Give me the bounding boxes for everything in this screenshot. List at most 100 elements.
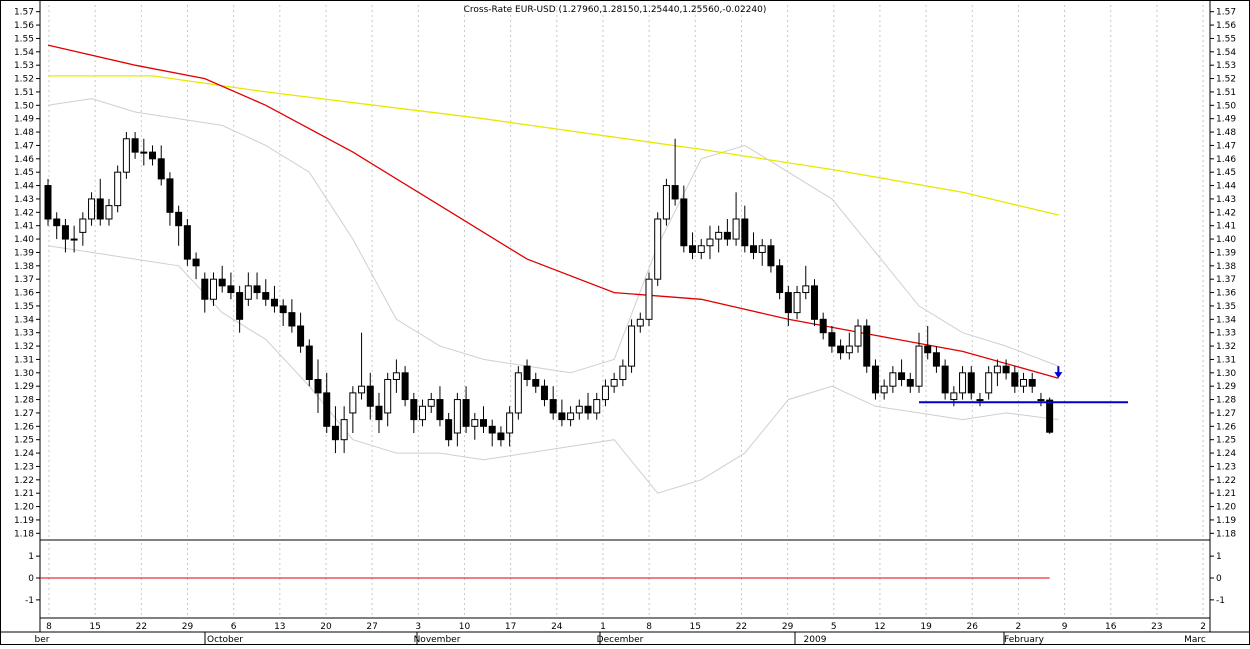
- bollinger-lower-line: [47, 245, 1059, 494]
- candle-body: [567, 412, 575, 421]
- candle-body: [932, 352, 940, 367]
- y-tick-label-right: 1.54: [1216, 48, 1236, 58]
- candle-body: [750, 245, 758, 253]
- y-tick-label-left: 1.39: [14, 248, 34, 258]
- signal-arrow-head: [1054, 372, 1063, 379]
- x-day-tick-label: 20: [320, 622, 332, 632]
- y-tick-label-right: 1.36: [1216, 289, 1236, 299]
- candle-body: [114, 171, 122, 207]
- candle-body: [175, 211, 183, 227]
- y-tick-label-left: 1.52: [14, 75, 34, 85]
- y-tick-label-left: 1.44: [14, 182, 34, 192]
- x-day-tick-label: 17: [505, 622, 516, 632]
- candle-body: [122, 138, 130, 173]
- candle-body: [654, 218, 662, 280]
- x-month-label: February: [1004, 635, 1045, 645]
- x-month-label: November: [414, 635, 461, 645]
- candle-body: [323, 392, 331, 427]
- candle-body: [680, 198, 688, 247]
- y-tick-label-right: 1.51: [1216, 88, 1236, 98]
- y-tick-label-left: 1.50: [14, 101, 34, 111]
- candle-body: [340, 419, 348, 441]
- candle-body: [96, 198, 104, 220]
- y-tick-label-right: 1.56: [1216, 21, 1236, 31]
- y-tick-label-right: 1.25: [1216, 436, 1236, 446]
- y-tick-label-left: 1.51: [14, 88, 34, 98]
- y-tick-label-right: 1.23: [1216, 462, 1236, 472]
- candle-body: [427, 399, 435, 407]
- candle-body: [70, 238, 78, 241]
- y-tick-label-left: 1.18: [14, 529, 34, 539]
- candle-body: [497, 432, 505, 441]
- x-day-tick-label: 10: [459, 622, 471, 632]
- indicator-tick-label-left: 0: [28, 574, 34, 584]
- y-tick-label-left: 1.53: [14, 61, 34, 71]
- y-tick-label-left: 1.36: [14, 289, 34, 299]
- y-tick-label-right: 1.18: [1216, 529, 1236, 539]
- candle-body: [819, 318, 827, 334]
- x-day-tick-label: 15: [89, 622, 100, 632]
- candle-body: [384, 379, 392, 414]
- x-day-tick-label: 3: [415, 622, 421, 632]
- candle-body: [105, 205, 113, 220]
- candle-body: [1037, 399, 1045, 402]
- y-tick-label-right: 1.52: [1216, 75, 1236, 85]
- candle-body: [784, 292, 792, 314]
- candle-body: [880, 385, 888, 394]
- candle-body: [941, 365, 949, 394]
- x-day-tick-label: 15: [690, 622, 701, 632]
- y-tick-label-left: 1.41: [14, 222, 34, 232]
- y-tick-label-left: 1.54: [14, 48, 34, 58]
- candle-body: [244, 285, 252, 300]
- candle-body: [279, 305, 287, 314]
- indicator-tick-label-right: 0: [1216, 574, 1222, 584]
- x-day-tick-label: 23: [1151, 622, 1162, 632]
- candle-body: [480, 419, 487, 427]
- candle-body: [575, 405, 583, 414]
- y-tick-label-right: 1.40: [1216, 235, 1236, 245]
- x-day-tick-label: 27: [366, 622, 377, 632]
- x-month-label: 2009: [804, 635, 827, 645]
- candle-body: [79, 218, 87, 233]
- candle-body: [201, 278, 209, 300]
- candle-body: [628, 325, 636, 367]
- candle-body: [645, 278, 653, 320]
- candle-body: [767, 245, 775, 267]
- indicator-tick-label-right: 1: [1216, 552, 1222, 562]
- y-tick-label-right: 1.44: [1216, 182, 1236, 192]
- candle-body: [924, 345, 932, 354]
- y-tick-label-right: 1.30: [1216, 369, 1236, 379]
- indicator-tick-label-left: 1: [28, 552, 34, 562]
- y-tick-label-right: 1.28: [1216, 396, 1236, 406]
- y-tick-label-right: 1.27: [1216, 409, 1236, 419]
- y-tick-label-right: 1.21: [1216, 489, 1236, 499]
- y-tick-label-left: 1.46: [14, 155, 34, 165]
- x-day-tick-label: 16: [1105, 622, 1117, 632]
- y-tick-label-left: 1.57: [14, 8, 34, 18]
- y-tick-label-right: 1.26: [1216, 422, 1236, 432]
- candle-body: [802, 285, 810, 294]
- x-day-tick-label: 22: [736, 622, 747, 632]
- candle-body: [976, 399, 984, 402]
- y-tick-label-left: 1.35: [14, 302, 34, 312]
- candle-body: [410, 399, 418, 421]
- candle-body: [157, 158, 165, 180]
- candle-body: [558, 412, 566, 421]
- candle-body: [192, 258, 200, 267]
- x-day-tick-label: 19: [920, 622, 932, 632]
- y-tick-label-right: 1.43: [1216, 195, 1236, 205]
- candle-body: [61, 225, 69, 240]
- y-tick-label-left: 1.22: [14, 476, 34, 486]
- y-tick-label-left: 1.21: [14, 489, 34, 499]
- y-tick-label-right: 1.33: [1216, 329, 1236, 339]
- y-tick-label-right: 1.20: [1216, 503, 1236, 513]
- y-tick-label-left: 1.32: [14, 342, 34, 352]
- candle-body: [401, 372, 409, 401]
- candle-body: [732, 218, 740, 240]
- candle-body: [471, 419, 479, 427]
- candle-body: [288, 312, 296, 327]
- candle-body: [436, 399, 444, 421]
- y-tick-label-left: 1.27: [14, 409, 34, 419]
